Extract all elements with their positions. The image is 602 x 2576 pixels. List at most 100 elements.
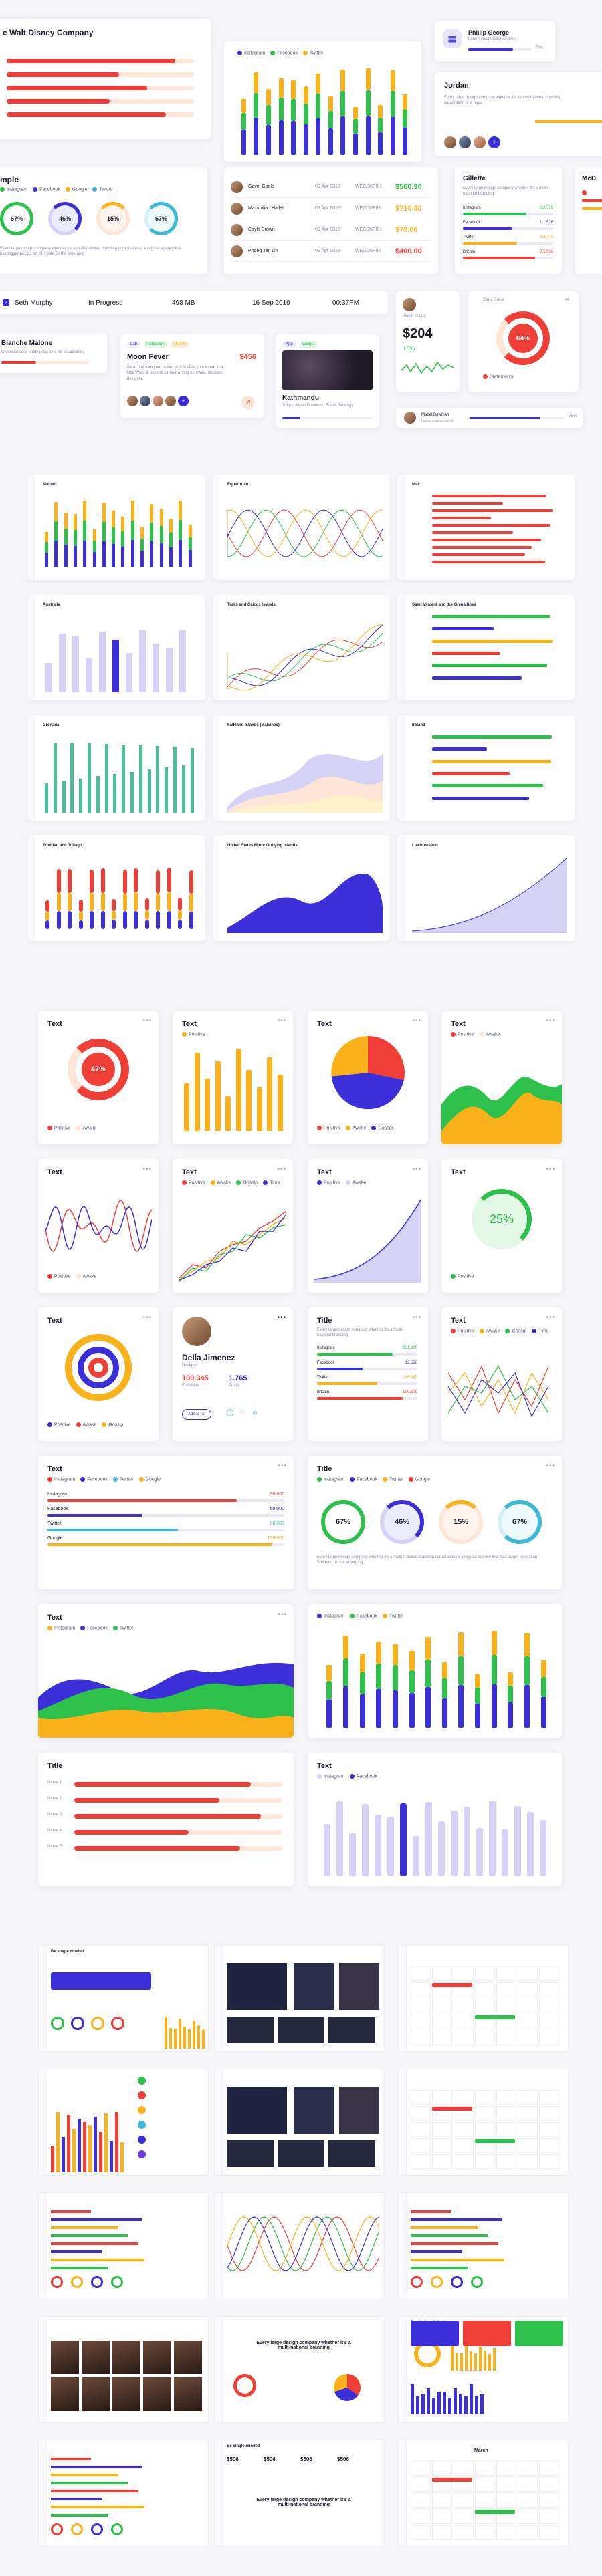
share-icon[interactable]: ↗	[241, 396, 255, 409]
chat-icon[interactable]: ◯	[226, 1409, 234, 1416]
more-icon[interactable]: •••	[412, 1017, 421, 1025]
table-row[interactable]: Maximilian Hallett 09 Apr 2019 WEGO5P8K $71…	[231, 198, 431, 219]
calendar-cell	[539, 2509, 559, 2524]
dashboard-thumbnail[interactable]	[38, 2192, 209, 2299]
dashboard-thumbnail[interactable]	[398, 1945, 569, 2052]
bar-segment	[326, 1699, 332, 1728]
more-icon[interactable]: •••	[412, 1166, 421, 1173]
bar-segment	[179, 540, 183, 567]
table-row[interactable]: Phoeg Tan Lin 09 Apr 2019 WEGO5P8K $400.00	[231, 241, 431, 262]
profile-name: Mabel Young	[403, 314, 426, 318]
table-row[interactable]: Cayla Brown 09 Apr 2019 WEGO5P8K $70.00	[231, 219, 431, 241]
dashboard-thumbnail[interactable]: Be single minded	[38, 1945, 209, 2052]
bar	[451, 2344, 454, 2371]
line-chart	[227, 509, 383, 557]
posts-label: Posts	[229, 1384, 239, 1388]
more-icon[interactable]: •••	[277, 1314, 286, 1321]
tag[interactable]: Lab	[127, 341, 141, 348]
ring-stat: 67%	[144, 202, 178, 235]
more-icon[interactable]: •••	[278, 1611, 287, 1618]
bar	[79, 778, 83, 813]
calendar-cell	[454, 1966, 474, 1981]
dashboard-thumbnail[interactable]	[214, 2192, 385, 2299]
calendar-cell	[475, 2509, 495, 2524]
calendar-cell	[539, 2015, 559, 2029]
bar-segment	[122, 870, 127, 894]
hbar	[51, 2210, 91, 2213]
dashboard-thumbnail[interactable]	[398, 2069, 569, 2176]
dashboard-thumbnail[interactable]: Be single minded	[398, 2316, 569, 2423]
bar-segment	[266, 125, 271, 155]
more-icon[interactable]: •••	[546, 1462, 555, 1470]
calendar-cell	[432, 2509, 452, 2524]
more-icon[interactable]: •••	[142, 1314, 152, 1321]
progress-fill	[468, 48, 513, 51]
add-member-button[interactable]: +	[178, 396, 189, 406]
country-chart-card: United States Minor Outlying Islands	[213, 835, 390, 941]
card-title: Jordan	[444, 82, 469, 90]
status-row[interactable]: ✓ Seth Murphy In Progress 498 MB 16 Sep …	[0, 291, 388, 314]
tag[interactable]: Instagram	[143, 341, 168, 348]
more-icon[interactable]: •••	[142, 1166, 152, 1173]
hbar	[432, 784, 543, 788]
dashboard-thumbnail[interactable]: March	[398, 2440, 569, 2547]
dashboard-thumbnail[interactable]	[398, 2192, 569, 2299]
calendar-cell	[432, 1999, 452, 2013]
more-icon[interactable]: •••	[546, 1166, 555, 1173]
tag[interactable]: Widget	[298, 341, 318, 348]
bar-segment	[167, 868, 171, 893]
dashboard-thumbnail[interactable]	[38, 2440, 209, 2547]
avatar	[231, 180, 243, 193]
table-row[interactable]: Gavin Gould 09 Apr 2019 WEGO5P8K $560.90	[231, 176, 431, 198]
more-icon[interactable]: •••	[546, 1314, 555, 1321]
tag[interactable]: Quality	[170, 341, 190, 348]
row-name: Gavin Gould	[248, 184, 274, 189]
bar-segment	[326, 1665, 332, 1681]
more-icon[interactable]: •••	[277, 1017, 286, 1025]
bar-label: Name 2	[47, 1797, 62, 1801]
dashboard-thumbnail[interactable]	[214, 1945, 385, 2052]
bar-segment	[458, 1656, 464, 1685]
bar-segment	[169, 518, 173, 533]
dashboard-thumbnail[interactable]: Every large design company whether it's …	[214, 2316, 385, 2423]
bar-chart	[321, 1793, 552, 1876]
legend: Positive	[182, 1032, 205, 1037]
bar-segment	[130, 501, 134, 521]
hbar	[411, 2210, 451, 2213]
dashboard-thumbnail[interactable]	[38, 2316, 209, 2423]
more-icon[interactable]: •••	[142, 1017, 152, 1025]
mic-icon[interactable]: ⍝	[253, 1409, 257, 1416]
photo-tile	[174, 2341, 202, 2374]
avatar	[165, 396, 176, 406]
dashboard-thumbnail[interactable]	[38, 2069, 209, 2176]
dashboard-thumbnail[interactable]	[214, 2069, 385, 2176]
bar	[432, 2397, 435, 2414]
bar	[375, 1815, 381, 1876]
bar-segment	[169, 547, 173, 567]
calendar-cell	[496, 1966, 516, 1981]
row-checkbox[interactable]: ✓	[3, 299, 9, 306]
bar-segment	[392, 1664, 398, 1690]
add-to-list-button[interactable]: Add to list	[182, 1409, 212, 1420]
more-icon[interactable]: •••	[277, 1166, 286, 1173]
bar-segment	[540, 1677, 546, 1698]
bar	[51, 2146, 54, 2172]
card-title: McD	[582, 175, 597, 182]
more-icon[interactable]: •••	[546, 1017, 555, 1025]
heart-icon[interactable]: ♡	[239, 1409, 245, 1416]
calendar-cell	[432, 2090, 452, 2105]
bar-segment	[491, 1631, 497, 1656]
dashboard-thumbnail[interactable]: Be single minded $506 $506 $506 $506 Every la…	[214, 2440, 385, 2547]
bar-segment	[100, 910, 105, 929]
more-icon[interactable]: •••	[412, 1314, 421, 1321]
tag[interactable]: App	[282, 341, 296, 348]
calendar-cell	[518, 1999, 538, 2013]
more-icon[interactable]: •••	[278, 1462, 287, 1470]
ring-stat	[71, 2523, 83, 2535]
profile-desc: Lorem ipsum dolor sit amet.	[468, 37, 518, 41]
calendar-cell	[454, 2525, 474, 2540]
row-date: 09 Apr 2019	[315, 249, 340, 253]
bar-segment	[140, 527, 144, 539]
progress-item: Twitter 60,000	[47, 1521, 284, 1536]
add-member-button[interactable]: +	[488, 136, 500, 148]
